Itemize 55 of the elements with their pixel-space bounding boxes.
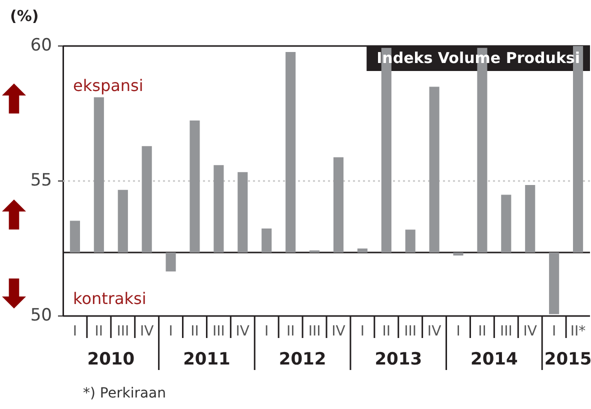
bar xyxy=(214,165,224,253)
x-tick-label: I xyxy=(456,324,460,340)
text: 2013 xyxy=(374,349,422,370)
bar xyxy=(333,157,344,253)
x-tick-label: I xyxy=(168,324,173,340)
bar xyxy=(238,172,248,253)
x-tick-label: II xyxy=(190,324,199,340)
bar xyxy=(309,250,320,253)
x-tick-label: III xyxy=(308,324,321,340)
text: 2011 xyxy=(183,349,230,370)
y-axis-title: (%) xyxy=(10,6,39,25)
y-tick-label: 55 xyxy=(30,170,52,190)
annotation: kontraksi xyxy=(73,289,146,308)
x-tick-label: II xyxy=(286,324,295,340)
text: 2014 xyxy=(470,349,518,370)
bar xyxy=(190,120,200,253)
y-tick-label: 50 xyxy=(30,305,52,326)
text: *) Perkiraan xyxy=(83,386,166,402)
bar xyxy=(118,190,128,253)
y-tick-label: 60 xyxy=(30,35,52,56)
x-tick-label: I xyxy=(72,324,78,340)
chart-title: Indeks Volume Produksi xyxy=(376,48,580,67)
x-tick-label: I xyxy=(552,324,556,340)
x-tick-label: III xyxy=(404,324,417,340)
x-tick-label: II* xyxy=(570,324,586,340)
x-tick-label: III xyxy=(116,324,130,340)
bar xyxy=(525,185,536,253)
text: 2015 xyxy=(544,349,591,370)
bar xyxy=(453,252,464,256)
x-tick-label: IV xyxy=(332,324,346,340)
bar xyxy=(166,252,176,272)
x-tick-label: IV xyxy=(427,324,442,340)
x-tick-label: I xyxy=(264,324,269,340)
x-tick-label: II xyxy=(478,324,486,340)
bar xyxy=(429,86,440,253)
x-tick-label: III xyxy=(212,324,225,340)
annotation: ekspansi xyxy=(73,76,144,96)
bar xyxy=(549,252,560,314)
bar xyxy=(262,228,272,253)
x-tick-label: I xyxy=(360,324,364,340)
bar xyxy=(94,97,104,253)
x-tick-label: II xyxy=(94,324,104,340)
bar xyxy=(501,194,512,253)
bar xyxy=(142,146,152,253)
bar xyxy=(286,52,296,253)
x-tick-label: II xyxy=(382,324,391,340)
x-tick-label: IV xyxy=(523,324,538,340)
bar xyxy=(357,248,368,253)
x-tick-label: IV xyxy=(236,324,250,340)
bar xyxy=(70,220,80,253)
bar xyxy=(405,230,416,253)
x-tick-label: IV xyxy=(140,324,154,340)
text: 2010 xyxy=(87,349,135,370)
text: 2012 xyxy=(278,349,326,370)
x-tick-label: III xyxy=(500,324,512,340)
